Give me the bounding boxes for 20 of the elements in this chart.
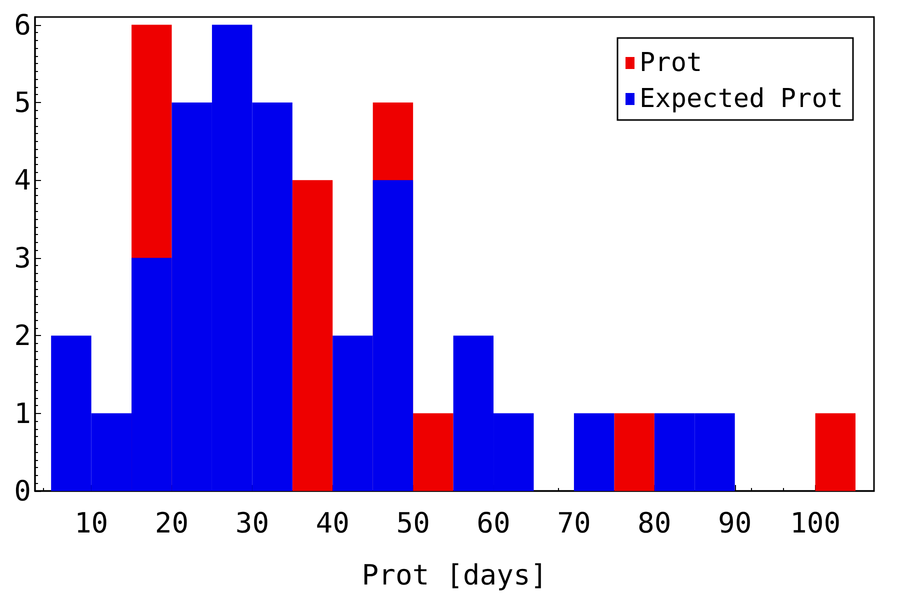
y-tick-label: 4: [14, 164, 31, 197]
y-tick-label: 0: [14, 474, 31, 508]
y-tick-label: 2: [14, 319, 31, 352]
x-tick-label: 80: [638, 506, 672, 540]
x-tick-label: 40: [316, 506, 350, 540]
x-tick-label: 60: [476, 506, 510, 540]
x-tick-label: 90: [718, 506, 752, 540]
x-tick-label: 10: [74, 506, 108, 540]
y-tick-label: 3: [14, 241, 31, 274]
y-tick-label: 6: [14, 8, 31, 42]
legend-label: Expected Prot: [640, 84, 844, 114]
x-tick-label: 50: [396, 506, 430, 540]
x-axis-title: Prot [days]: [362, 558, 548, 592]
x-tick-label: 70: [557, 506, 591, 540]
x-tick-label: 20: [154, 506, 189, 540]
legend-label: Prot: [640, 48, 702, 78]
y-tick-label: 5: [14, 86, 31, 119]
y-tick-label: 1: [14, 396, 31, 430]
x-tick-label: 100: [790, 506, 841, 540]
x-tick-label: 30: [235, 506, 270, 540]
